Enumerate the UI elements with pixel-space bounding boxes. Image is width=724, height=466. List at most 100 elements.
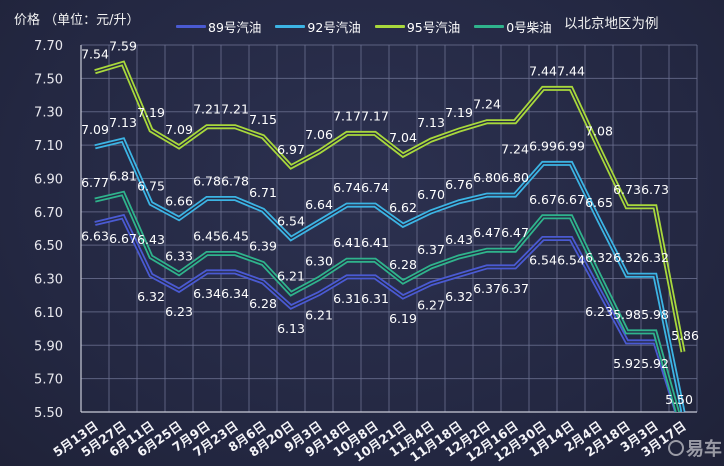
data-label: 6.23 [165, 304, 193, 319]
data-label: 6.74 [361, 180, 389, 195]
data-label: 6.54 [557, 253, 585, 268]
data-label: 6.32 [585, 250, 613, 265]
series-line-inner [94, 192, 679, 412]
data-label: 7.59 [109, 38, 137, 53]
data-label: 6.45 [221, 229, 249, 244]
legend-swatch-0 [474, 25, 505, 28]
data-label: 6.65 [585, 195, 613, 210]
y-tick-label: 6.30 [34, 273, 63, 288]
data-label: 6.45 [193, 229, 221, 244]
data-label: 6.54 [529, 253, 557, 268]
y-tick-label: 5.50 [34, 406, 63, 421]
data-label: 7.24 [501, 142, 529, 157]
data-label: 7.21 [193, 102, 221, 117]
data-label: 6.32 [137, 289, 165, 304]
data-label: 6.66 [165, 193, 193, 208]
y-tick-label: 7.70 [34, 39, 63, 54]
data-label: 6.47 [501, 225, 529, 240]
y-tick-label: 6.10 [34, 306, 63, 321]
data-label: 6.37 [501, 281, 529, 296]
data-label: 7.44 [529, 63, 557, 78]
legend-label-0: 0号柴油 [506, 20, 552, 35]
data-label: 6.63 [81, 228, 109, 243]
data-label: 6.71 [249, 185, 277, 200]
data-label: 7.44 [557, 63, 585, 78]
data-label: 7.21 [221, 102, 249, 117]
data-label: 7.17 [333, 108, 361, 123]
data-label: 6.39 [249, 239, 277, 254]
data-label: 7.13 [109, 115, 137, 130]
data-label: 6.80 [501, 170, 529, 185]
series-line-inner [94, 139, 684, 412]
data-label: 6.80 [473, 170, 501, 185]
data-label: 5.98 [641, 307, 669, 322]
data-label: 7.09 [81, 122, 109, 137]
data-label: 6.99 [529, 138, 557, 153]
data-label: 6.54 [277, 214, 305, 229]
region-note: 以北京地区为例 [564, 16, 659, 32]
data-label: 6.32 [445, 289, 473, 304]
data-label: 7.54 [81, 47, 109, 62]
data-label: 6.31 [361, 291, 389, 306]
data-label: 7.09 [165, 122, 193, 137]
y-tick-label: 5.70 [34, 373, 63, 388]
data-label: 6.76 [445, 177, 473, 192]
data-label: 6.70 [417, 187, 445, 202]
data-label: 6.73 [613, 182, 641, 197]
data-label: 6.43 [137, 232, 165, 247]
data-label: 6.30 [305, 254, 333, 269]
data-label: 5.50 [665, 392, 693, 407]
legend-item-95: 95号汽油 [374, 17, 460, 36]
legend-item-92: 92号汽油 [275, 17, 361, 36]
data-label: 6.34 [193, 286, 221, 301]
data-label: 6.28 [389, 257, 417, 272]
data-label: 6.78 [193, 173, 221, 188]
data-label: 6.81 [109, 168, 137, 183]
data-label: 6.78 [221, 173, 249, 188]
y-tick-label: 7.10 [34, 139, 63, 154]
data-label: 5.92 [641, 356, 669, 371]
data-label: 6.75 [137, 178, 165, 193]
data-label: 6.37 [417, 242, 445, 257]
data-label: 6.43 [445, 232, 473, 247]
data-label: 6.34 [221, 286, 249, 301]
data-label: 6.74 [333, 180, 361, 195]
data-label: 6.67 [529, 192, 557, 207]
data-label: 6.41 [361, 235, 389, 250]
y-tick-label: 6.90 [34, 172, 63, 187]
y-tick-label: 6.70 [34, 206, 63, 221]
data-label: 5.98 [613, 307, 641, 322]
data-label: 7.04 [389, 130, 417, 145]
legend: 89号汽油 92号汽油 95号汽油 0号柴油 [176, 17, 552, 36]
legend-item-89: 89号汽油 [176, 17, 261, 36]
data-label: 7.24 [473, 97, 501, 112]
watermark: 易车 [668, 435, 722, 461]
legend-label-89: 89号汽油 [208, 20, 262, 35]
data-label: 6.77 [81, 175, 109, 190]
y-axis-title: 价格 （单位：元/升） [14, 13, 140, 28]
data-label: 6.21 [305, 308, 333, 323]
y-tick-label: 7.50 [34, 72, 63, 87]
data-label: 7.06 [305, 127, 333, 142]
legend-swatch-95 [374, 25, 405, 28]
data-label: 6.47 [473, 225, 501, 240]
y-tick-label: 5.90 [34, 339, 63, 354]
watermark-label: 易车 [686, 439, 722, 460]
data-label: 5.92 [613, 356, 641, 371]
legend-swatch-92 [275, 25, 306, 28]
y-tick-label: 7.30 [34, 106, 63, 121]
y-tick-label: 6.50 [34, 239, 63, 254]
yiche-logo-icon [668, 440, 684, 456]
data-label: 7.15 [249, 112, 277, 127]
data-label: 6.67 [109, 231, 137, 246]
legend-item-0: 0号柴油 [474, 17, 552, 36]
series-line-inner [94, 62, 684, 353]
legend-swatch-89 [176, 25, 206, 28]
data-label: 5.86 [671, 328, 699, 343]
data-label: 7.17 [361, 108, 389, 123]
data-label: 7.19 [137, 105, 165, 120]
data-label: 6.37 [473, 281, 501, 296]
data-label: 6.23 [585, 304, 613, 319]
data-label: 6.73 [641, 182, 669, 197]
